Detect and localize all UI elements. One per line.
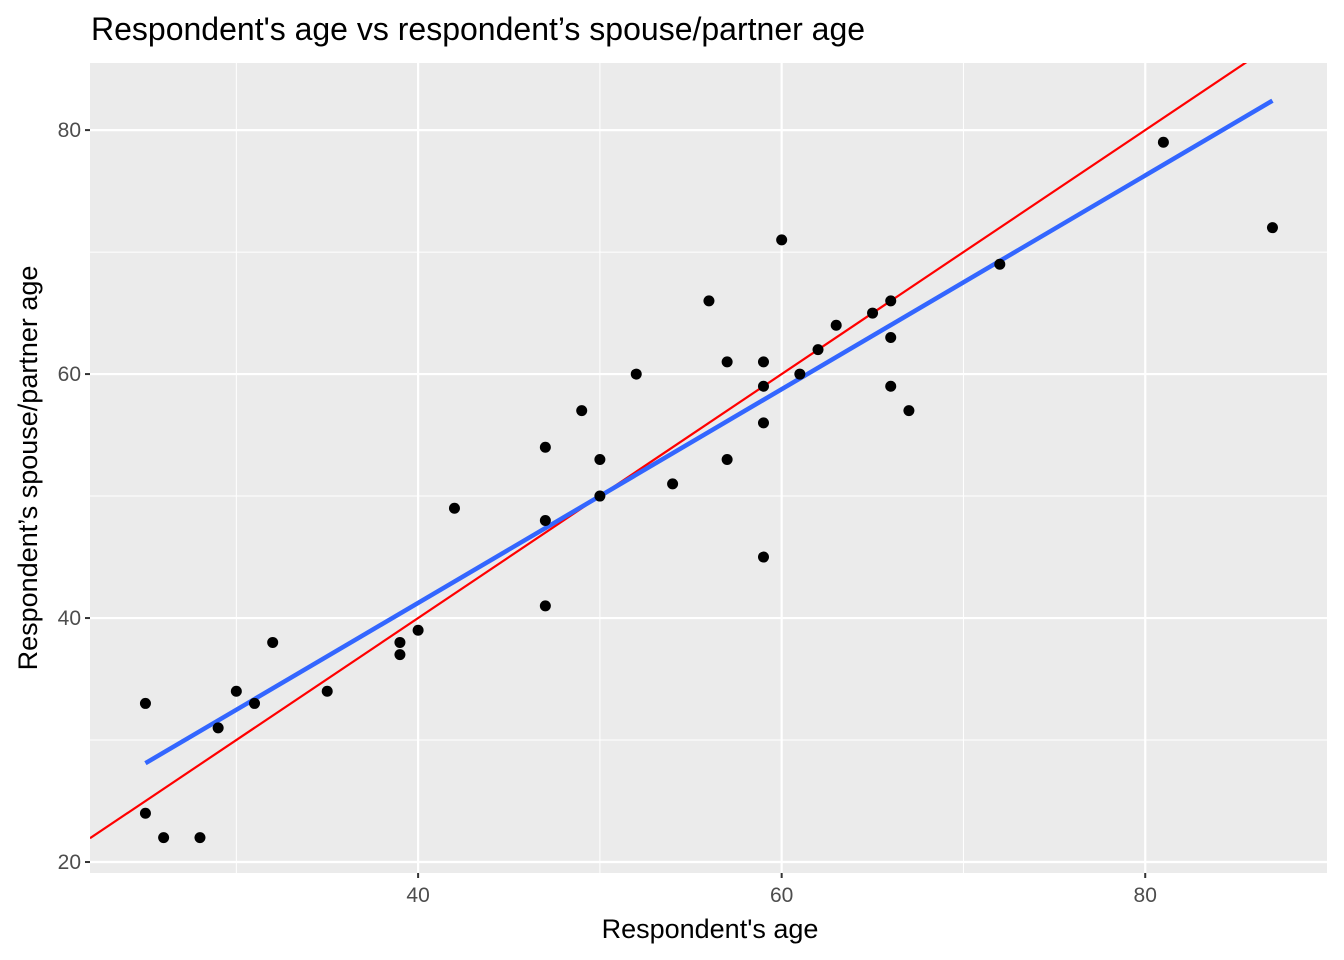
plot-panel	[90, 63, 1327, 873]
gridlines	[90, 63, 1327, 873]
y-tick-label: 60	[58, 363, 81, 386]
data-point	[776, 234, 788, 246]
chart-title: Respondent's age vs respondent’s spouse/…	[91, 11, 865, 47]
x-tick-label: 80	[1134, 884, 1157, 907]
reference-lines	[90, 63, 1274, 840]
data-point	[412, 624, 424, 636]
identity-line	[90, 63, 1248, 840]
data-point	[1266, 222, 1278, 234]
data-point	[576, 405, 588, 417]
data-point	[139, 697, 151, 709]
data-point	[867, 307, 879, 319]
data-point	[539, 600, 551, 612]
data-point	[812, 344, 824, 356]
data-point	[594, 490, 606, 502]
data-points	[139, 136, 1278, 844]
data-point	[994, 258, 1006, 270]
data-point	[757, 417, 769, 429]
data-point	[667, 478, 679, 490]
data-point	[703, 295, 715, 307]
data-point	[230, 685, 242, 697]
data-point	[830, 319, 842, 331]
x-axis-label: Respondent's age	[602, 914, 819, 944]
data-point	[757, 356, 769, 368]
y-tick-label: 80	[58, 119, 81, 142]
data-point	[212, 722, 224, 734]
data-point	[139, 807, 151, 819]
data-point	[394, 649, 406, 661]
regression-line	[144, 98, 1274, 766]
x-tick-label: 40	[406, 884, 429, 907]
data-point	[885, 380, 897, 392]
data-point	[903, 405, 915, 417]
data-point	[757, 380, 769, 392]
data-point	[448, 502, 460, 514]
data-point	[539, 514, 551, 526]
data-point	[630, 368, 642, 380]
data-point	[794, 368, 806, 380]
data-point	[757, 551, 769, 563]
y-tick-label: 20	[58, 851, 81, 874]
data-point	[539, 441, 551, 453]
data-point	[194, 832, 206, 844]
axis-ticks: 40 60 80 20 40 60 80	[58, 119, 1157, 907]
data-point	[394, 636, 406, 648]
data-point	[249, 697, 261, 709]
data-point	[267, 636, 279, 648]
data-point	[321, 685, 333, 697]
data-point	[885, 331, 897, 343]
data-point	[594, 453, 606, 465]
data-point	[1157, 136, 1169, 148]
data-point	[158, 832, 170, 844]
x-tick-label: 60	[770, 884, 793, 907]
data-point	[721, 356, 733, 368]
data-point	[885, 295, 897, 307]
data-point	[721, 453, 733, 465]
y-axis-label: Respondent’s spouse/partner age	[13, 266, 43, 671]
y-tick-label: 40	[58, 607, 81, 630]
